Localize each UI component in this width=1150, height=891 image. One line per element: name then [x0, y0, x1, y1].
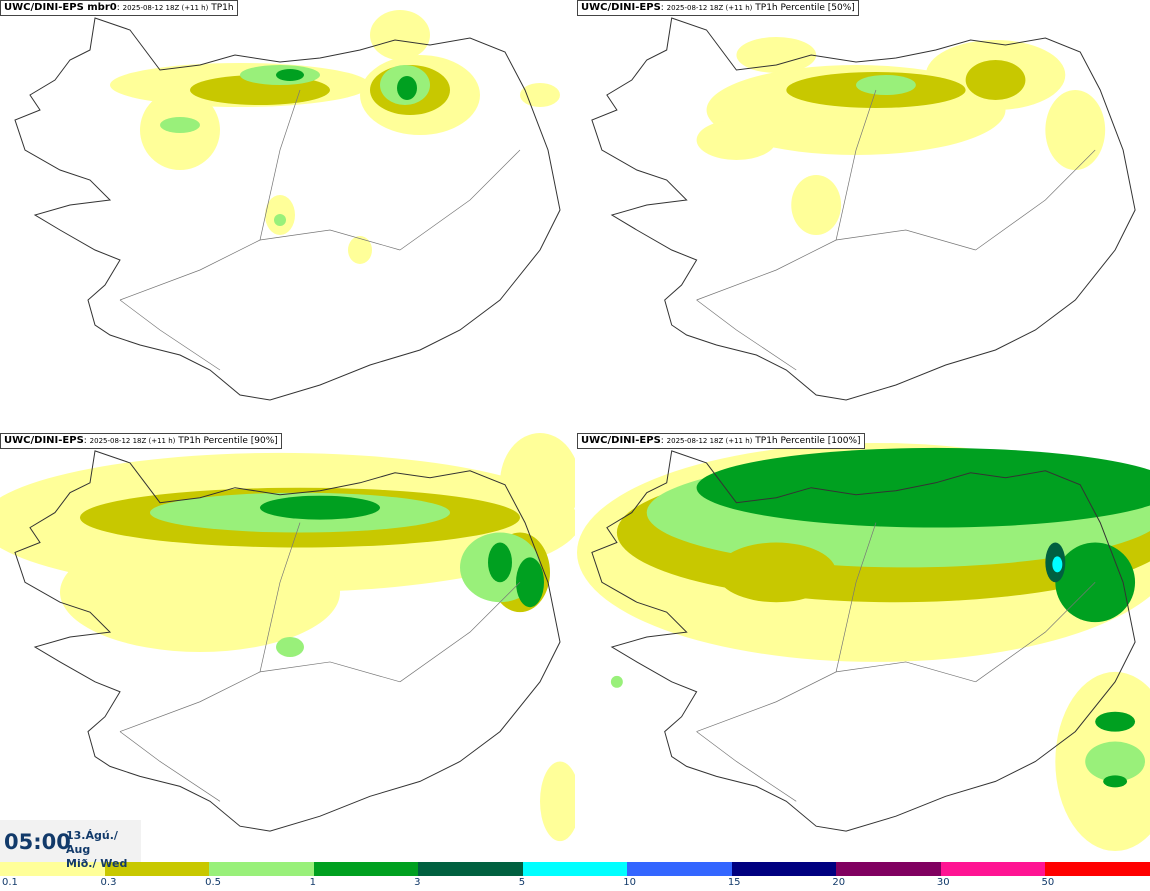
panel-title: UWC/DINI-EPS: 2025-08-12 18Z (+11 h) TP1… [0, 433, 282, 449]
legend-swatch [0, 862, 105, 876]
precip-area [516, 557, 544, 608]
precip-area [488, 542, 512, 583]
road-line [119, 731, 221, 802]
map-panel-p90: UWC/DINI-EPS: 2025-08-12 18Z (+11 h) TP1… [0, 433, 575, 862]
road-line [696, 229, 976, 301]
precip-area [540, 761, 575, 842]
precip-area [856, 75, 916, 95]
legend-tick-label: 10 [623, 877, 636, 888]
legend-swatch [522, 862, 628, 876]
legend-swatch [1045, 862, 1150, 876]
map-panel-p100: UWC/DINI-EPS: 2025-08-12 18Z (+11 h) TP1… [577, 433, 1150, 862]
road-line [835, 89, 877, 241]
valid-time-box: 05:00 13.Ágú./ Aug Mið./ Wed [0, 820, 141, 870]
legend-tick-label: 3 [414, 877, 421, 888]
iceland-map [14, 10, 561, 401]
precip-area [791, 175, 842, 235]
road-line [835, 522, 877, 672]
legend-ticks: 0.1 0.3 0.5 1 3 5 10 15 20 30 50 [0, 877, 1150, 891]
legend-tick-label: 20 [832, 877, 846, 888]
legend-swatch [731, 862, 837, 876]
road-line [119, 661, 401, 732]
road-line [975, 149, 1096, 251]
panel-title: UWC/DINI-EPS mbr0: 2025-08-12 18Z (+11 h… [0, 0, 238, 16]
legend-tick-label: 0.3 [100, 877, 117, 888]
legend-tick-label: 0.5 [205, 877, 221, 888]
legend-tick-label: 50 [1041, 877, 1055, 888]
legend-swatch [313, 862, 419, 876]
legend-tick-label: 5 [518, 877, 526, 888]
precip-area [500, 433, 575, 533]
iceland-coastline [14, 450, 561, 832]
precip-area [276, 69, 304, 81]
precip-area [260, 495, 380, 520]
precip-area [276, 637, 304, 657]
precip-area [716, 542, 837, 603]
precip-area [520, 83, 560, 107]
road-line [696, 661, 976, 732]
legend-swatch [627, 862, 732, 876]
precip-area [965, 60, 1026, 100]
iceland-coastline [14, 17, 561, 401]
legend-swatch [209, 862, 314, 876]
legend-tick-label: 30 [936, 877, 950, 888]
valid-date: 13.Ágú./ Aug Mið./ Wed [66, 829, 141, 871]
iceland-map [591, 17, 1136, 401]
road-line [696, 299, 797, 371]
road-line [696, 731, 797, 802]
road-line [259, 522, 301, 672]
legend-swatch [940, 862, 1046, 876]
panel-title: UWC/DINI-EPS: 2025-08-12 18Z (+11 h) TP1… [577, 0, 859, 16]
precip-area [736, 37, 817, 73]
legend-tick-label: 0.1 [2, 877, 18, 888]
road-line [259, 89, 301, 241]
panel-title: UWC/DINI-EPS: 2025-08-12 18Z (+11 h) TP1… [577, 433, 865, 449]
iceland-map [577, 442, 1150, 852]
iceland-map [0, 433, 575, 842]
precip-area [397, 76, 417, 100]
map-panel-mbr0: UWC/DINI-EPS mbr0: 2025-08-12 18Z (+11 h… [0, 0, 575, 431]
date-line-1: 13.Ágú./ Aug [66, 829, 118, 856]
precip-area [160, 117, 200, 133]
precip-area [610, 675, 623, 688]
precip-area [60, 532, 340, 652]
road-line [119, 299, 221, 371]
road-line [399, 149, 521, 251]
legend-tick-label: 1 [309, 877, 316, 888]
precip-area [696, 447, 1150, 528]
legend-swatch [418, 862, 523, 876]
valid-time: 05:00 [4, 830, 71, 854]
precip-area [370, 10, 430, 60]
precip-area [348, 236, 372, 264]
precip-area [1103, 775, 1128, 788]
iceland-coastline [591, 17, 1136, 401]
color-legend [0, 862, 1150, 876]
precip-area [1095, 711, 1136, 732]
iceland-coastline [591, 450, 1136, 832]
legend-swatch [104, 862, 210, 876]
map-panel-p50: UWC/DINI-EPS: 2025-08-12 18Z (+11 h) TP1… [577, 0, 1150, 431]
precip-area [1052, 556, 1063, 573]
legend-tick-label: 15 [727, 877, 741, 888]
date-line-2: Mið./ Wed [66, 857, 128, 870]
precip-area [1045, 90, 1106, 170]
road-line [399, 582, 521, 683]
precip-area [1085, 741, 1146, 782]
precip-area [274, 214, 286, 226]
precip-area [696, 120, 777, 160]
road-line [975, 582, 1096, 683]
legend-swatch [836, 862, 941, 876]
